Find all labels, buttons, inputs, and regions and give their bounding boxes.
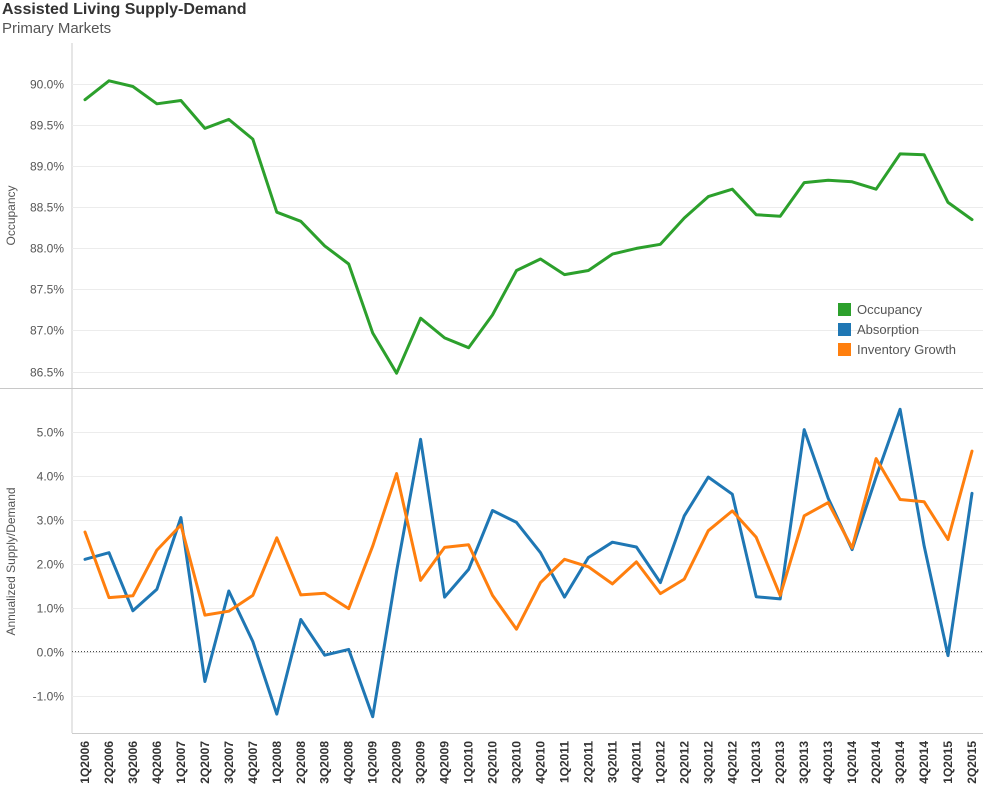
y-tick-label: 2.0% [37, 558, 65, 572]
x-tick-label: 4Q2010 [534, 741, 548, 784]
y-tick-label: 5.0% [37, 426, 65, 440]
x-tick-label: 2Q2011 [581, 741, 595, 783]
y-tick-label: 0.0% [37, 646, 65, 660]
x-tick-label: 3Q2009 [414, 741, 428, 784]
x-tick-label: 1Q2008 [270, 741, 284, 784]
x-tick-label: 3Q2012 [701, 741, 715, 784]
x-tick-label: 1Q2009 [366, 741, 380, 784]
x-tick-label: 1Q2013 [749, 741, 763, 784]
y-tick-label: 86.5% [30, 366, 64, 380]
x-tick-label: 4Q2006 [150, 741, 164, 784]
x-tick-label: 1Q2012 [653, 741, 667, 784]
x-tick-label: 1Q2006 [78, 741, 92, 784]
legend-label: Inventory Growth [857, 342, 956, 357]
occupancy-panel: 90.0% 89.5% 89.0% 88.5% 88.0% 87.5% 87.0% 86.5%… [0, 43, 983, 733]
x-tick-label: 3Q2013 [797, 741, 811, 784]
y-tick-label: -1.0% [33, 690, 65, 704]
x-tick-label: 2Q2014 [869, 741, 883, 784]
y-tick-label: 89.0% [30, 160, 64, 174]
chart-title: Assisted Living Supply-Demand [2, 1, 247, 18]
x-tick-label: 4Q2011 [629, 741, 643, 783]
x-tick-label: 2Q2013 [773, 741, 787, 784]
x-tick-label: 3Q2011 [605, 741, 619, 783]
x-tick-label: 2Q2010 [486, 741, 500, 784]
x-tick-label: 4Q2007 [246, 741, 260, 784]
x-tick-label: 1Q2014 [845, 741, 859, 784]
absorption-line [83, 407, 974, 719]
x-tick-label: 4Q2014 [917, 741, 931, 784]
x-tick-label: 4Q2008 [342, 741, 356, 784]
x-tick-label: 2Q2006 [102, 741, 116, 784]
x-axis: 1Q2006 2Q2006 3Q2006 4Q2006 1Q2007 2Q2007 3Q20… [78, 741, 979, 784]
legend-label: Absorption [857, 322, 919, 337]
x-tick-label: 4Q2009 [438, 741, 452, 784]
x-tick-label: 2Q2015 [965, 741, 979, 784]
legend-swatch [838, 303, 851, 316]
x-tick-label: 3Q2008 [318, 741, 332, 784]
y-tick-label: 89.5% [30, 119, 64, 133]
y-tick-label: 1.0% [37, 602, 65, 616]
x-tick-label: 2Q2009 [390, 741, 404, 784]
x-tick-label: 3Q2014 [893, 741, 907, 784]
legend-label: Occupancy [857, 302, 923, 317]
y-tick-label: 88.5% [30, 201, 64, 215]
x-tick-label: 2Q2012 [677, 741, 691, 784]
legend-swatch [838, 323, 851, 336]
legend: Occupancy Absorption Inventory Growth [838, 302, 956, 357]
x-tick-label: 1Q2010 [462, 741, 476, 784]
y-tick-label: 3.0% [37, 514, 65, 528]
y-tick-label: 87.0% [30, 324, 64, 338]
y-axis-title: Annualized Supply/Demand [4, 487, 18, 635]
y-axis-title: Occupancy [4, 185, 18, 245]
x-tick-label: 3Q2007 [222, 741, 236, 784]
y-tick-label: 4.0% [37, 470, 65, 484]
x-tick-label: 1Q2015 [941, 741, 955, 784]
x-tick-label: 3Q2010 [510, 741, 524, 784]
chart-subtitle: Primary Markets [2, 20, 112, 37]
x-tick-label: 1Q2007 [174, 741, 188, 784]
x-tick-label: 4Q2012 [725, 741, 739, 784]
x-tick-label: 4Q2013 [821, 741, 835, 784]
y-tick-label: 88.0% [30, 242, 64, 256]
x-tick-label: 1Q2011 [558, 741, 572, 783]
x-tick-label: 2Q2007 [198, 741, 212, 784]
inventory-growth-line [83, 449, 974, 631]
supply-demand-panel: 5.0% 4.0% 3.0% 2.0% 1.0% 0.0% -1.0% Annualized … [4, 407, 983, 734]
legend-swatch [838, 343, 851, 356]
x-tick-label: 3Q2006 [126, 741, 140, 784]
x-tick-label: 2Q2008 [294, 741, 308, 784]
y-tick-label: 87.5% [30, 283, 64, 297]
occupancy-line [83, 79, 974, 375]
y-tick-label: 90.0% [30, 78, 64, 92]
